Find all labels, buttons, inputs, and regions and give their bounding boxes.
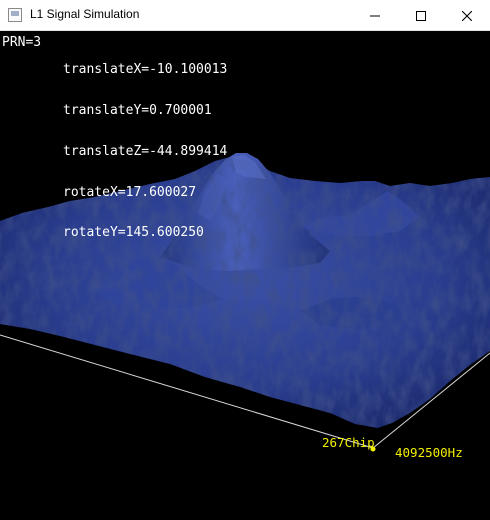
chip-axis-label: 267Chip [322,435,375,450]
hz-axis-label: 4092500Hz [395,445,463,460]
rotate-x-readout: rotateX=17.600027 [63,184,197,200]
app-window-icon [8,8,22,22]
axis-origin-marker [370,446,376,452]
translate-y-readout: translateY=0.700001 [63,102,212,118]
minimize-icon [370,15,380,16]
signal-surface-plot[interactable] [0,31,490,520]
translate-z-readout: translateZ=-44.899414 [63,143,228,159]
prn-label: PRN=3 [2,35,42,50]
close-icon [462,10,472,21]
translate-x-readout: translateX=-10.100013 [63,62,228,78]
correlation-surface [0,153,490,428]
title-bar[interactable]: L1 Signal Simulation [0,0,490,31]
gl-viewport[interactable]: PRN=3 translateX=-10.100013 translateY=0… [0,31,490,520]
maximize-button[interactable] [398,0,444,31]
hz-axis-line [372,352,490,449]
close-button[interactable] [444,0,490,31]
hud-readout: PRN=3 translateX=-10.100013 translateY=0… [2,35,227,240]
rotate-y-readout: rotateY=145.600250 [63,225,204,241]
maximize-icon [416,10,426,21]
minimize-button[interactable] [352,0,398,31]
chip-axis-line [0,334,374,449]
window-title: L1 Signal Simulation [30,7,140,21]
